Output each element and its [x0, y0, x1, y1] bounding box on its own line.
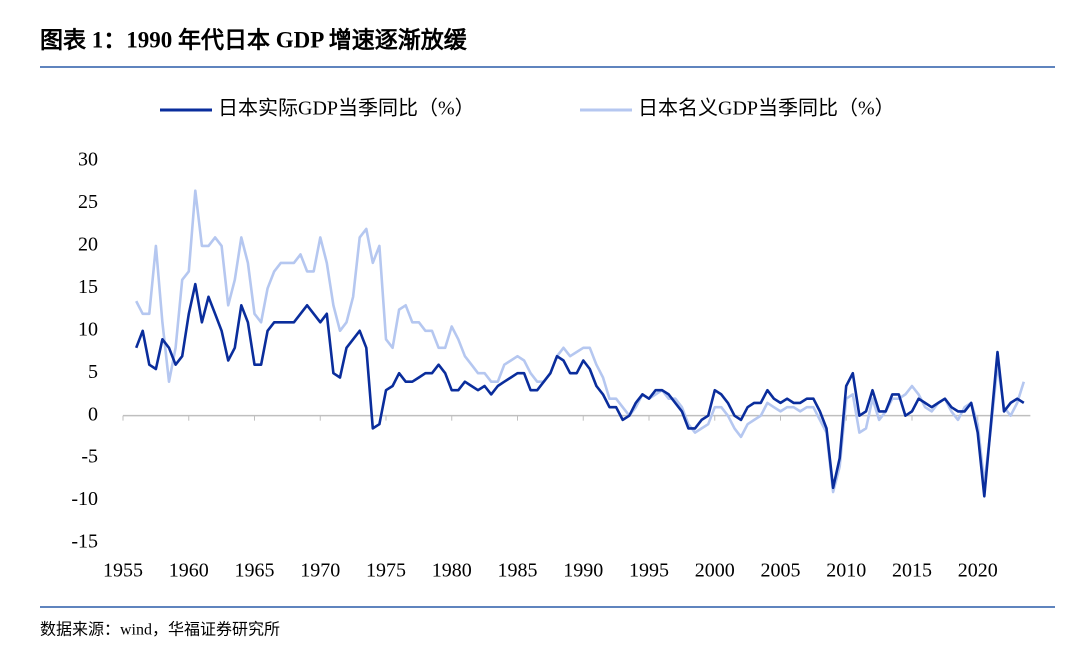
x-tick-label: 1995: [629, 560, 669, 582]
x-tick-label: 1965: [235, 560, 275, 582]
x-tick-label: 1975: [366, 560, 406, 582]
x-tick-label: 1980: [432, 560, 472, 582]
y-tick-label: -10: [71, 488, 98, 510]
x-tick-label: 1985: [498, 560, 538, 582]
y-tick-label: 0: [88, 403, 98, 425]
y-tick-label: 25: [78, 191, 98, 213]
x-tick-label: 1970: [300, 560, 340, 582]
y-tick-label: 5: [88, 361, 98, 383]
series-line: [135, 189, 1026, 494]
y-tick-label: -5: [81, 446, 98, 468]
y-tick-label: 30: [78, 149, 98, 171]
x-tick-label: 1955: [103, 560, 143, 582]
y-tick-label: 15: [78, 276, 98, 298]
x-tick-label: 2015: [892, 560, 932, 582]
x-tick-label: 1990: [563, 560, 603, 582]
y-tick-label: 10: [78, 318, 98, 340]
series-line: [134, 282, 1025, 498]
x-tick-label: 2000: [695, 560, 735, 582]
x-tick-label: 2020: [958, 560, 998, 582]
legend-label: 日本实际GDP当季同比（%）: [218, 97, 475, 120]
x-tick-label: 1960: [169, 560, 209, 582]
y-tick-label: 20: [78, 233, 98, 255]
x-tick-label: 2005: [761, 560, 801, 582]
chart-title: 图表 1：1990 年代日本 GDP 增速逐渐放缓: [40, 26, 468, 52]
x-tick-label: 2010: [826, 560, 866, 582]
legend-label: 日本名义GDP当季同比（%）: [638, 97, 895, 120]
y-tick-label: -15: [71, 531, 98, 553]
source: 数据来源：wind，华福证券研究所: [40, 621, 280, 639]
